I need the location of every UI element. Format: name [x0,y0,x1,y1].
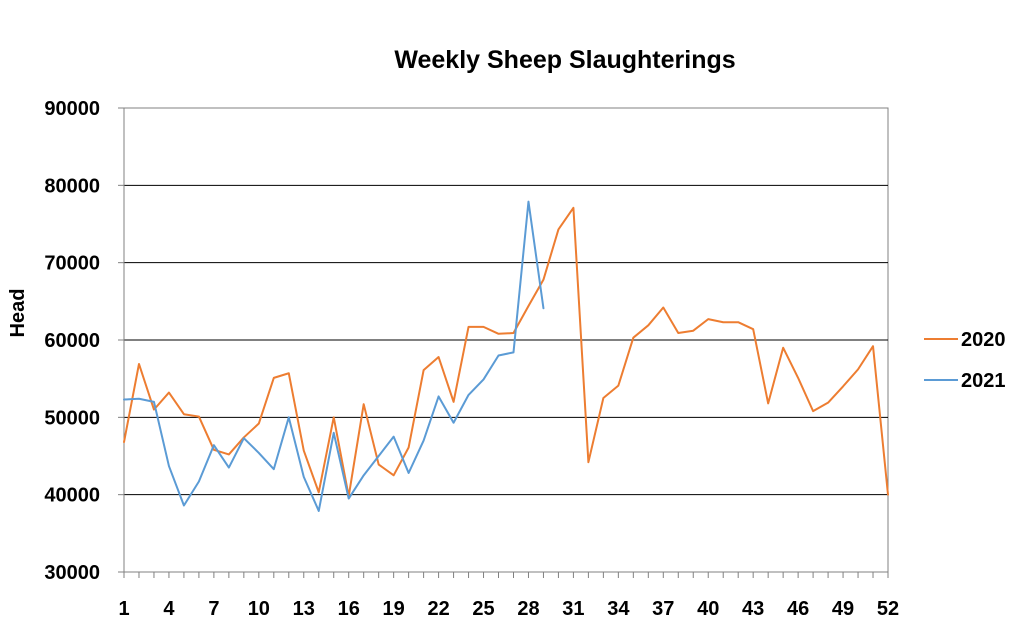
x-tick-label: 7 [208,598,219,620]
chart-title: Weekly Sheep Slaughterings [394,46,735,74]
x-tick-label: 43 [742,598,764,620]
y-tick-label: 40000 [44,485,100,507]
x-tick-label: 46 [787,598,809,620]
y-axis-label: Head [7,289,29,338]
y-tick-label: 50000 [44,407,100,429]
x-tick-label: 1 [118,598,129,620]
x-tick-label: 16 [338,598,360,620]
x-tick-label: 10 [248,598,270,620]
y-tick-label: 70000 [44,253,100,275]
x-tick-label: 4 [163,598,175,620]
series-line-2021 [123,200,545,512]
y-tick-label: 30000 [44,562,100,584]
x-tick-label: 25 [472,598,494,620]
y-tick-label: 90000 [44,98,100,120]
x-tick-label: 19 [383,598,405,620]
legend: 2020 2021 [924,329,1006,392]
legend-label-2020: 2020 [961,329,1006,351]
x-tick-label: 28 [517,598,539,620]
y-tick-label: 60000 [44,330,100,352]
y-tick-label: 80000 [44,175,100,197]
x-tick-label: 31 [562,598,584,620]
x-tick-label: 40 [697,598,719,620]
series-line-2020 [123,206,889,498]
x-tick-label: 37 [652,598,674,620]
x-tick-label: 34 [607,598,630,620]
x-tick-label: 22 [427,598,449,620]
x-tick-label: 49 [832,598,854,620]
x-tick-label: 13 [293,598,315,620]
legend-label-2021: 2021 [961,370,1006,392]
plot-area: 30000 40000 50000 60000 70000 80000 90000 1 4 7 10… [44,98,899,620]
x-tick-label: 52 [877,598,899,620]
